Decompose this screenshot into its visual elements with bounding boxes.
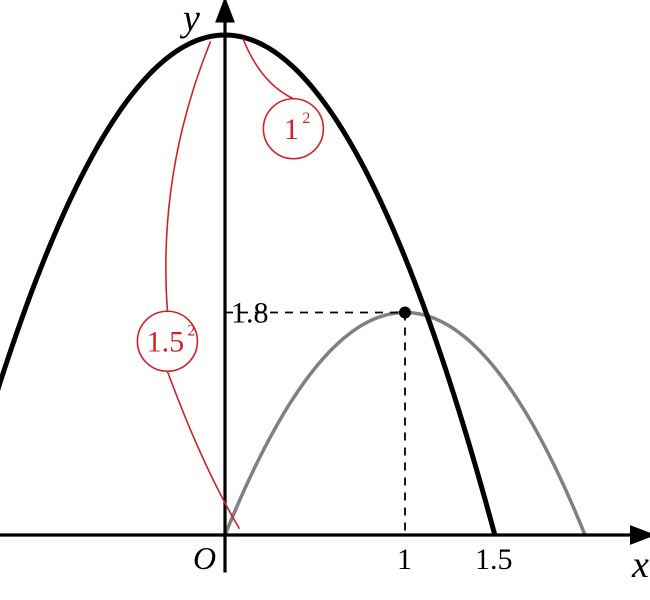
x-axis-arrow-icon	[630, 525, 650, 545]
black-parabola	[0, 35, 495, 535]
x-tick-1p5: 1.5	[475, 543, 513, 576]
origin-label: O	[193, 540, 216, 576]
annot-onepointfive-squared-label: 1.5	[147, 325, 185, 358]
y-value-1p8: 1.8	[231, 297, 269, 330]
annot-one-squared-label: 1	[284, 113, 299, 146]
intersection-dot	[399, 307, 411, 319]
annot-one-squared-exp: 2	[302, 110, 310, 127]
math-diagram: 121.52yxO11.51.8	[0, 0, 650, 600]
y-axis-label: y	[179, 0, 200, 40]
x-axis-label: x	[631, 544, 649, 586]
annot-onepointfive-squared-exp: 2	[187, 322, 195, 339]
y-axis-arrow-icon	[215, 0, 235, 23]
annot-onepointfive-squared-leader	[166, 41, 240, 529]
x-tick-1: 1	[397, 543, 412, 576]
